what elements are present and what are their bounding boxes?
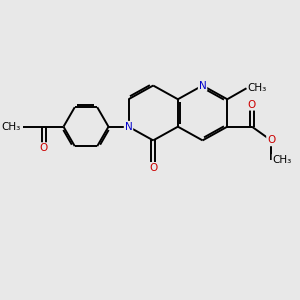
Text: O: O bbox=[40, 143, 48, 153]
Text: N: N bbox=[199, 80, 206, 91]
Text: O: O bbox=[248, 100, 256, 110]
Text: CH₃: CH₃ bbox=[2, 122, 21, 132]
Text: O: O bbox=[149, 163, 157, 173]
Text: CH₃: CH₃ bbox=[272, 154, 292, 165]
Text: CH₃: CH₃ bbox=[248, 83, 267, 93]
Text: N: N bbox=[124, 122, 132, 132]
Text: O: O bbox=[267, 135, 275, 146]
